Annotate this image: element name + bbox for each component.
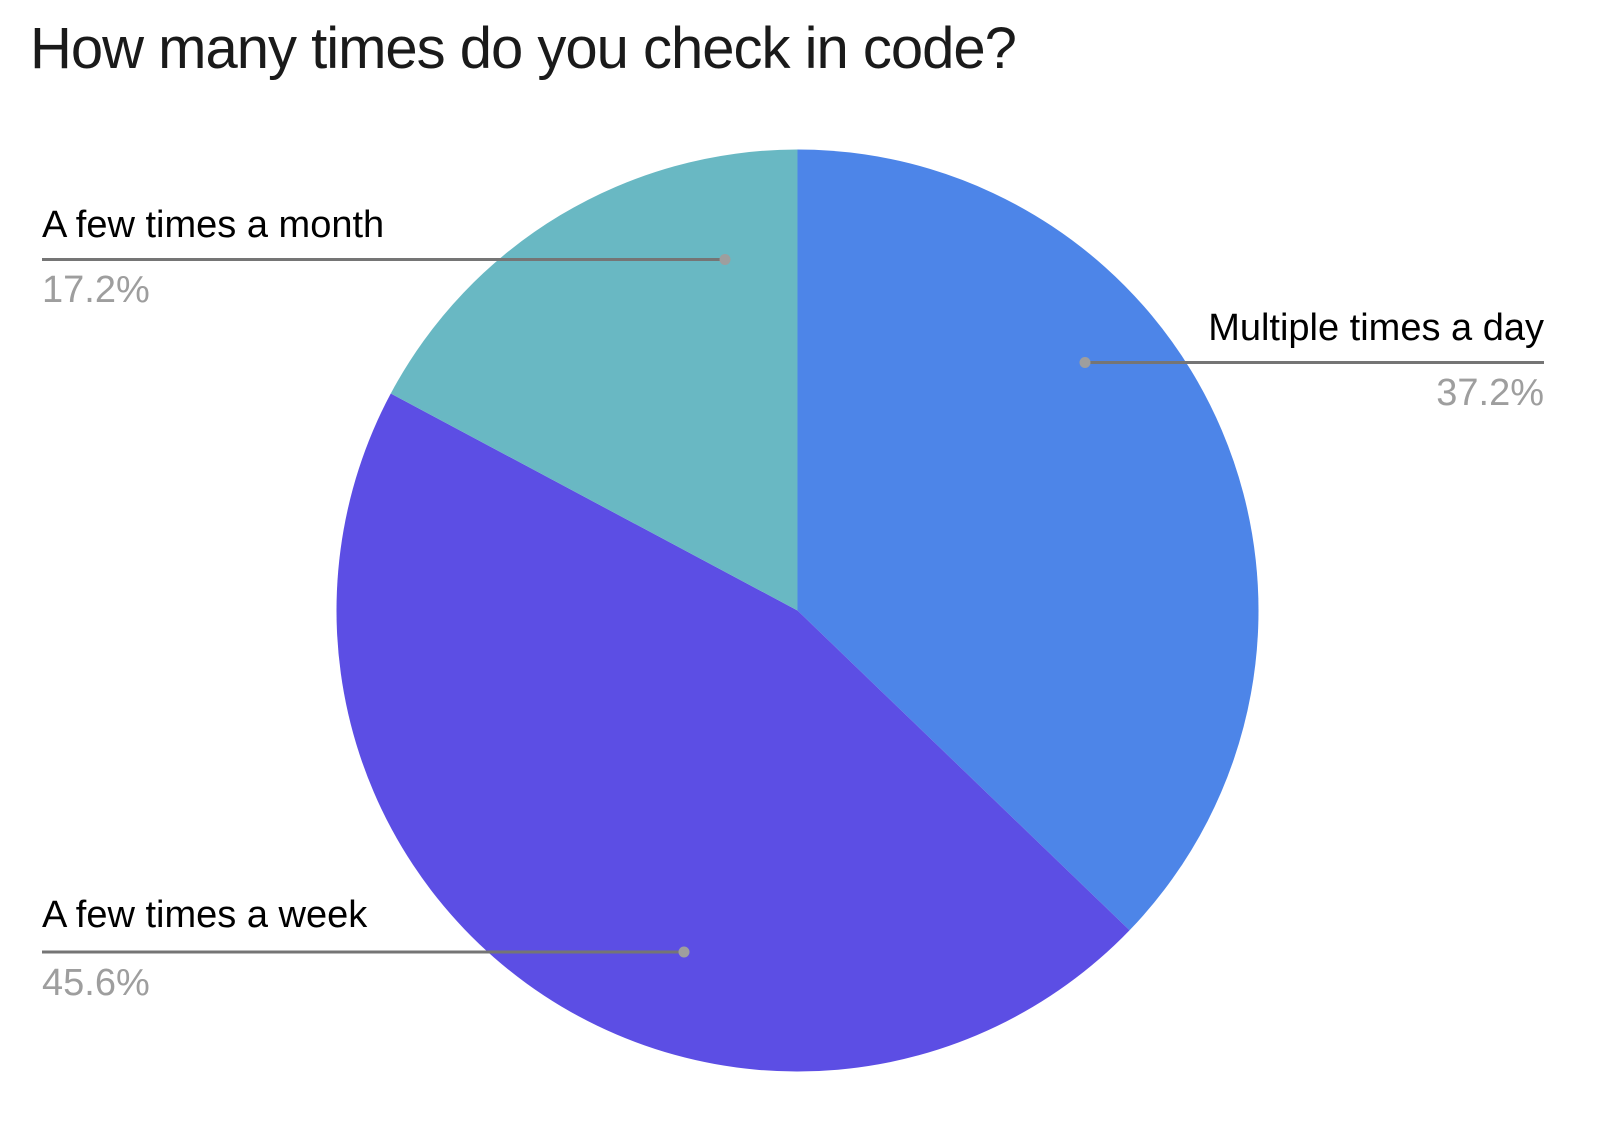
pie-slice-2[interactable]: [336, 393, 1130, 1072]
chart-title: How many times do you check in code?: [30, 16, 1017, 81]
pie-slice-3[interactable]: [390, 149, 798, 611]
leader-dot: [678, 946, 690, 958]
slice-percent-a-few-times-a-week: 45.6%: [42, 962, 150, 1004]
pie-slice-1[interactable]: [797, 149, 1259, 931]
slice-label-multiple-times-a-day: Multiple times a day: [1208, 307, 1544, 349]
slice-percent-a-few-times-a-month: 17.2%: [42, 269, 150, 311]
leader-dot: [719, 254, 731, 265]
slice-label-a-few-times-a-week: A few times a week: [42, 894, 368, 936]
slice-label-a-few-times-a-month: A few times a month: [42, 204, 385, 246]
leader-dot: [1079, 357, 1091, 368]
slice-percent-multiple-times-a-day: 37.2%: [1436, 372, 1544, 414]
